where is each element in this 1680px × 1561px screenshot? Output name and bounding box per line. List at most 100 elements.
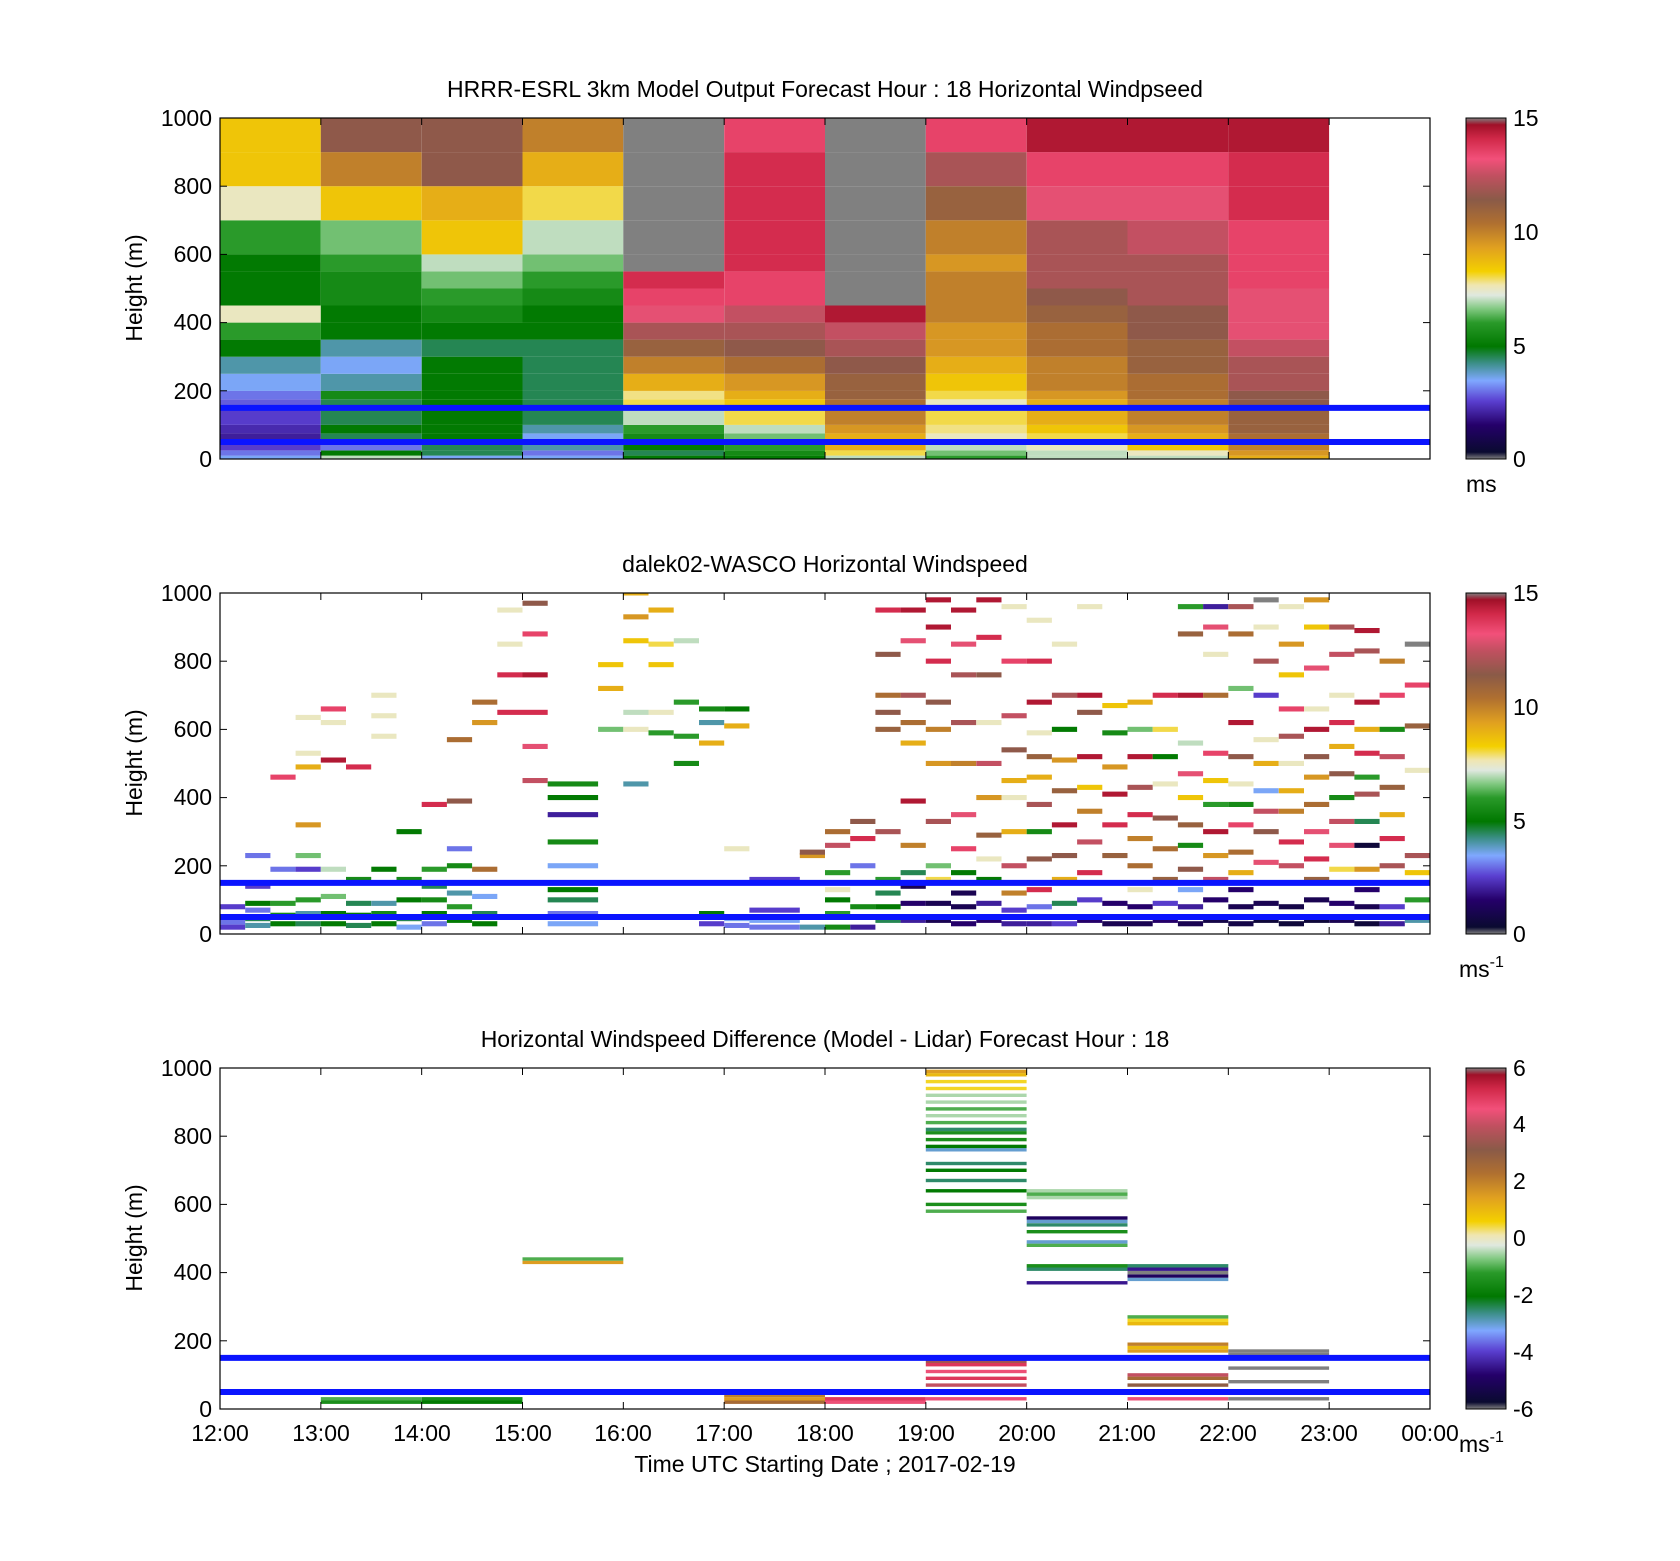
heatmap-cell — [472, 699, 498, 705]
heatmap-cell — [497, 709, 523, 715]
heatmap-cell — [724, 288, 825, 306]
heatmap-cell — [1051, 853, 1078, 859]
heatmap-cell — [1127, 1349, 1229, 1353]
heatmap-cell — [1026, 373, 1128, 391]
heatmap-cell — [900, 798, 926, 804]
heatmap-cell — [724, 723, 750, 729]
heatmap-cell — [925, 220, 1027, 255]
colorbar-unit-text: ms — [1459, 956, 1490, 982]
x-tick-label: 14:00 — [393, 1420, 451, 1446]
heatmap-cell — [220, 455, 321, 459]
heatmap-cell — [1228, 373, 1330, 391]
heatmap-cell — [421, 921, 447, 927]
heatmap-cell — [1127, 1277, 1229, 1282]
heatmap-cell — [1228, 424, 1330, 434]
y-tick-label: 1000 — [161, 580, 212, 606]
heatmap-cell — [522, 339, 624, 357]
heatmap-cell — [1001, 863, 1027, 869]
heatmap-cell — [925, 699, 951, 705]
heatmap-cell — [1077, 604, 1103, 610]
heatmap-cell — [925, 407, 1027, 425]
heatmap-cell — [724, 152, 825, 187]
y-tick-label: 200 — [174, 1328, 212, 1354]
heatmap-cell — [1001, 778, 1027, 784]
heatmap-cell — [346, 922, 372, 928]
heatmap-cell — [320, 424, 422, 434]
heatmap-cell — [1102, 730, 1128, 736]
heatmap-cell — [925, 1363, 1027, 1367]
heatmap-cell — [1051, 757, 1078, 763]
heatmap-cell — [925, 399, 1027, 408]
heatmap-cell — [1379, 754, 1405, 760]
heatmap-cell — [749, 924, 800, 930]
heatmap-cell — [1228, 220, 1330, 255]
heatmap-cell — [1278, 921, 1304, 927]
heatmap-cell — [421, 424, 523, 434]
heatmap-cell — [320, 433, 422, 442]
heatmap-cell — [1026, 1267, 1128, 1271]
heatmap-cell — [270, 774, 296, 780]
heatmap-cell — [1026, 699, 1052, 705]
heatmap-cell — [421, 911, 447, 917]
heatmap-cell — [699, 720, 725, 726]
heatmap-cell — [1051, 921, 1078, 927]
heatmap-cell — [1026, 288, 1128, 306]
heatmap-cell — [522, 407, 624, 425]
heatmap-cell — [699, 921, 725, 927]
heatmap-cell — [220, 322, 321, 340]
heatmap-cell — [925, 1093, 1027, 1097]
heatmap-cell — [320, 911, 346, 917]
heatmap-cell — [724, 450, 825, 456]
heatmap-cell — [900, 870, 926, 876]
heatmap-cell — [346, 876, 372, 882]
heatmap-cell — [1404, 853, 1430, 859]
heatmap-cell — [850, 924, 876, 930]
heatmap-cell — [1329, 771, 1355, 777]
heatmap-cell — [421, 322, 523, 340]
heatmap-cell — [421, 399, 523, 408]
heatmap-cell — [270, 921, 296, 927]
heatmap-cell — [925, 760, 951, 766]
heatmap-cell — [1278, 788, 1304, 794]
heatmap-cell — [547, 839, 599, 845]
heatmap-cell — [1404, 682, 1430, 688]
heatmap-cell — [925, 1168, 1027, 1172]
heatmap-cell — [875, 890, 901, 896]
heatmap-cell — [320, 866, 346, 872]
heatmap-cell — [623, 726, 649, 732]
heatmap-cell — [951, 812, 977, 818]
heatmap-cell — [1329, 842, 1355, 848]
heatmap-cell — [220, 305, 321, 323]
heatmap-cell — [825, 322, 926, 340]
heatmap-cell — [951, 890, 977, 896]
heatmap-cell — [1354, 774, 1380, 780]
heatmap-cell — [1026, 305, 1128, 323]
heatmap-cell — [825, 424, 926, 434]
heatmap-cell — [245, 900, 271, 906]
heatmap-cell — [320, 450, 422, 456]
y-tick-label: 0 — [199, 446, 212, 472]
heatmap-cell — [825, 152, 926, 187]
heatmap-cell — [1051, 822, 1078, 828]
heatmap-cell — [724, 356, 825, 374]
heatmap-cell — [1354, 726, 1380, 732]
heatmap-cell — [421, 450, 523, 456]
heatmap-cell — [1077, 870, 1103, 876]
heatmap-cell — [1127, 1322, 1229, 1326]
heatmap-cell — [1228, 754, 1254, 760]
heatmap-cell — [825, 373, 926, 391]
heatmap-cell — [1304, 624, 1330, 630]
heatmap-cell — [1152, 692, 1178, 698]
heatmap-cell — [1329, 624, 1355, 630]
heatmap-cell — [724, 424, 825, 434]
heatmap-cell — [421, 390, 523, 400]
heatmap-cell — [295, 764, 321, 770]
heatmap-cell — [1001, 907, 1027, 913]
heatmap-cell — [825, 390, 926, 400]
heatmap-cell — [1228, 781, 1254, 787]
heatmap-cell — [1278, 863, 1304, 869]
heatmap-cell — [371, 713, 397, 719]
colorbar-tick-label: -4 — [1513, 1339, 1534, 1365]
heatmap-cell — [421, 254, 523, 272]
heatmap-cell — [1379, 784, 1405, 790]
